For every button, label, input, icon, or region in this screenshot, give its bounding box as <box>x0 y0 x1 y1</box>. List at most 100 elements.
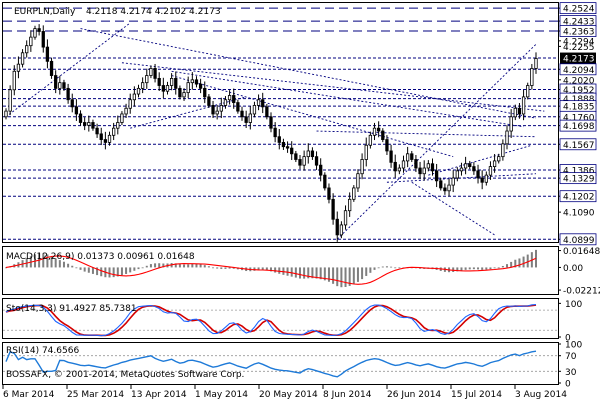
price-ohlc-readout: 4.2118 4.2174 4.2102 4.2173 <box>86 7 221 17</box>
candle-bull <box>58 82 62 89</box>
candle-bull <box>356 173 360 189</box>
candle-bull <box>534 58 538 69</box>
candle-bear <box>232 95 236 103</box>
macd-histogram-bar <box>228 267 231 269</box>
macd-histogram-bar <box>46 254 49 268</box>
macd-histogram-bar <box>220 267 223 269</box>
price-tick-label: 4.1952 <box>563 86 595 96</box>
candle-bear <box>439 180 443 189</box>
macd-histogram-bar <box>315 267 318 279</box>
macd-histogram-bar <box>352 267 355 285</box>
macd-histogram-bar <box>481 267 484 270</box>
macd-histogram-bar <box>67 263 70 268</box>
candle-bear <box>83 122 87 126</box>
candle-bull <box>186 82 190 94</box>
candle-bull <box>492 160 497 168</box>
macd-histogram-bar <box>212 267 215 269</box>
macd-histogram-bar <box>348 267 351 286</box>
candle-bear <box>434 170 439 182</box>
macd-histogram-bar <box>183 264 186 268</box>
rsi-panel-frame <box>2 342 559 385</box>
macd-histogram-bar <box>282 267 285 275</box>
price-tick-label: 4.2094 <box>563 66 595 76</box>
macd-histogram-bar <box>356 267 359 282</box>
macd-histogram-bar <box>137 267 140 270</box>
candle-bull <box>120 113 124 123</box>
candle-bull <box>182 92 186 98</box>
candle-bear <box>319 164 323 176</box>
macd-histogram-bar <box>303 267 306 279</box>
macd-histogram-bar <box>472 267 475 270</box>
macd-histogram-bar <box>298 267 301 279</box>
candle-bear <box>472 166 476 172</box>
macd-histogram-bar <box>526 254 529 268</box>
trend-line <box>428 144 532 176</box>
candle-bear <box>314 156 319 166</box>
candle-bear <box>310 150 315 158</box>
candle-bull <box>339 224 344 236</box>
macd-histogram-bar <box>133 267 136 271</box>
macd-histogram-bar <box>365 267 368 276</box>
macd-histogram-bar <box>493 267 496 269</box>
candle-bull <box>215 110 219 115</box>
candle-bull <box>526 85 530 98</box>
macd-histogram-bar <box>452 267 455 272</box>
candle-bull <box>107 134 112 143</box>
price-tick-label: 4.1835 <box>563 103 595 113</box>
price-tick-label: 4.1202 <box>563 193 595 203</box>
rsi-tick-label: 30 <box>565 368 577 378</box>
macd-histogram-bar <box>203 265 206 268</box>
candle-bull <box>116 122 120 129</box>
stochastic-tick-label: 100 <box>565 300 582 310</box>
candle-bear <box>389 150 393 163</box>
time-tick-label: 6 Mar 2014 <box>3 390 55 400</box>
macd-histogram-bar <box>497 267 500 269</box>
candle-bear <box>103 139 108 143</box>
candle-bear <box>265 106 269 118</box>
candle-bear <box>298 159 302 166</box>
macd-histogram-bar <box>75 267 78 269</box>
candle-bear <box>385 139 389 152</box>
macd-histogram-bar <box>216 267 219 269</box>
candle-bull <box>112 127 116 136</box>
macd-tick-label: -0.02212 <box>563 287 600 297</box>
macd-histogram-bar <box>108 267 111 278</box>
candle-bear <box>45 46 50 62</box>
trend-line <box>80 28 537 119</box>
candle-bear <box>517 107 522 115</box>
candle-bear <box>91 122 95 129</box>
candle-bear <box>468 163 472 168</box>
macd-histogram-bar <box>5 267 7 269</box>
time-tick-label: 25 Mar 2014 <box>67 390 124 400</box>
macd-histogram-bar <box>460 267 463 271</box>
trend-line <box>411 181 495 236</box>
macd-histogram-bar <box>385 266 388 268</box>
macd-histogram-bar <box>506 264 509 268</box>
price-tick-label: 4.2524 <box>563 5 595 15</box>
candle-bear <box>443 187 447 192</box>
macd-histogram-bar <box>79 267 82 270</box>
macd-histogram-bar <box>141 267 144 269</box>
candle-bull <box>368 134 373 146</box>
macd-histogram-bar <box>191 263 194 268</box>
last-price-tag <box>560 52 596 64</box>
candle-bull <box>128 99 132 109</box>
macd-histogram-bar <box>369 267 372 273</box>
candle-bull <box>20 52 25 65</box>
price-tick-label: 4.0899 <box>563 236 595 246</box>
candle-bear <box>277 136 281 143</box>
macd-tick-label: 0.00 <box>563 264 583 274</box>
candle-bear <box>66 87 70 101</box>
macd-histogram-bar <box>477 267 480 270</box>
candle-bear <box>244 116 248 123</box>
price-panel-frame <box>2 2 559 243</box>
macd-histogram-bar <box>323 267 326 281</box>
macd-histogram-bar <box>96 267 99 276</box>
candle-bear <box>153 68 157 79</box>
macd-histogram-bar <box>145 265 148 268</box>
macd-tick-label: 0.01648 <box>563 247 600 257</box>
level-price-box <box>559 172 597 185</box>
macd-histogram-bar <box>390 266 393 268</box>
